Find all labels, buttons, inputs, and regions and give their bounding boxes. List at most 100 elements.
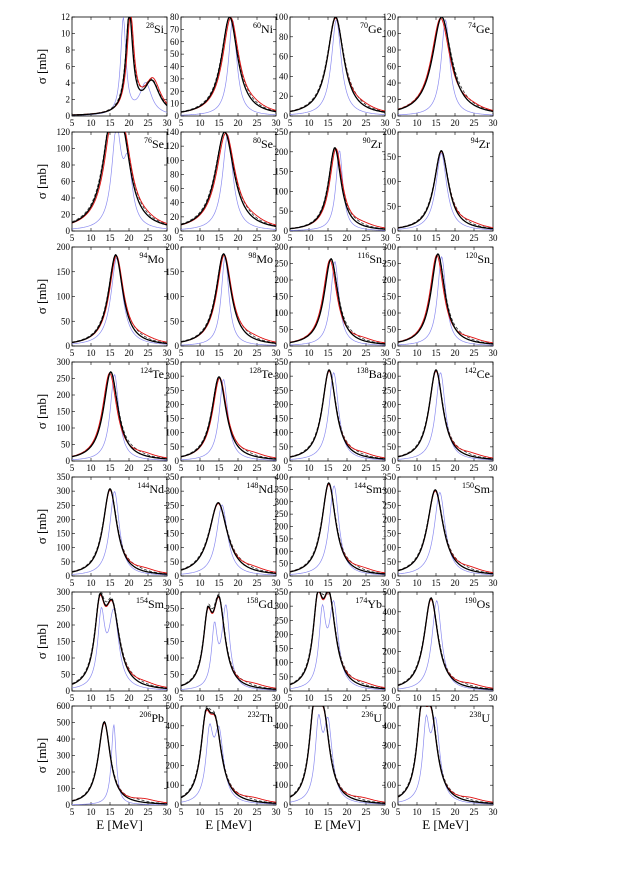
y-tick-label: 200: [383, 760, 397, 770]
y-tick-label: 300: [57, 587, 71, 597]
y-tick-label: 200: [383, 127, 397, 137]
y-tick-label: 40: [170, 62, 180, 72]
element-symbol: Mo: [147, 252, 164, 266]
element-symbol: Ba: [369, 367, 383, 381]
y-tick-label: 200: [166, 760, 180, 770]
plot-frame: [397, 591, 494, 692]
x-tick-label: 10: [305, 807, 315, 817]
y-tick-label: 50: [61, 316, 71, 326]
y-tick-label: 100: [383, 666, 397, 676]
series-red-line: [72, 132, 167, 224]
y-tick-label: 100: [57, 423, 71, 433]
y-tick-label: 350: [383, 472, 397, 482]
nucleus-label: 60Ni: [253, 21, 274, 36]
plot-frame: [397, 705, 494, 806]
x-tick-label: 15: [324, 233, 334, 243]
series-dashed-line: [72, 132, 167, 225]
x-tick-label: 20: [451, 233, 461, 243]
y-tick-label: 150: [166, 414, 180, 424]
x-tick-label: 20: [343, 807, 353, 817]
y-tick-label: 250: [275, 127, 289, 137]
mass-number: 94: [139, 251, 147, 260]
x-tick-label: 5: [288, 578, 293, 588]
x-tick-label: 30: [489, 118, 499, 128]
x-tick-label: 10: [196, 233, 206, 243]
element-symbol: Gd: [258, 597, 273, 611]
element-symbol: Os: [477, 597, 491, 611]
mass-number: 150: [462, 481, 474, 490]
y-tick-label: 20: [387, 95, 397, 105]
y-tick-label: 150: [383, 152, 397, 162]
y-tick-label: 100: [166, 780, 180, 790]
nucleus-label: 98Mo: [248, 251, 273, 266]
y-tick-label: 80: [387, 45, 397, 55]
y-tick-label: 300: [166, 371, 180, 381]
x-tick-label: 15: [324, 348, 334, 358]
x-tick-label: 25: [144, 578, 154, 588]
x-tick-label: 5: [70, 348, 75, 358]
series-black-line: [290, 17, 385, 113]
x-tick-label: 30: [163, 118, 173, 128]
x-tick-label: 25: [253, 578, 263, 588]
y-tick-label: 350: [166, 472, 180, 482]
y-tick-label: 250: [275, 385, 289, 395]
y-tick-label: 30: [170, 74, 180, 84]
series-dashed-line: [72, 592, 167, 689]
y-tick-label: 60: [170, 37, 180, 47]
y-tick-label: 0: [175, 571, 180, 581]
series-dashed-line: [181, 17, 276, 113]
series-group: [290, 17, 385, 115]
series-black-line: [72, 720, 167, 805]
series-group: [181, 253, 276, 346]
x-tick-label: 10: [305, 118, 315, 128]
mass-number: 138: [357, 366, 369, 375]
y-tick-label: 100: [383, 308, 397, 318]
element-symbol: Sm: [366, 482, 383, 496]
nucleus-label: 174Yb: [355, 596, 382, 611]
series-blue-line: [398, 713, 493, 805]
x-tick-label: 10: [305, 233, 315, 243]
element-symbol: Sm: [148, 597, 165, 611]
series-group: [181, 502, 276, 576]
series-dashed-line: [398, 597, 493, 690]
x-tick-label: 15: [215, 233, 225, 243]
y-tick-label: 200: [275, 399, 289, 409]
series-red-line: [72, 372, 167, 459]
x-tick-label: 30: [489, 807, 499, 817]
y-tick-label: 4: [66, 78, 71, 88]
y-tick-label: 100: [383, 543, 397, 553]
y-tick-label: 250: [383, 500, 397, 510]
series-black-line: [72, 254, 167, 345]
y-tick-label: 20: [61, 210, 71, 220]
y-tick-label: 300: [383, 371, 397, 381]
y-tick-label: 6: [66, 62, 71, 72]
y-tick-label: 50: [279, 442, 289, 452]
series-blue-line: [72, 606, 167, 691]
y-tick-label: 50: [387, 201, 397, 211]
series-black-line: [290, 369, 385, 460]
x-tick-label: 15: [432, 233, 442, 243]
series-group: [181, 132, 276, 230]
y-tick-label: 400: [275, 472, 289, 482]
y-tick-label: 200: [383, 514, 397, 524]
nucleus-label: 236U: [361, 710, 382, 725]
y-tick-label: 350: [275, 484, 289, 494]
x-tick-label: 20: [343, 693, 353, 703]
y-tick-label: 200: [166, 620, 180, 630]
x-tick-label: 10: [305, 578, 315, 588]
series-group: [72, 720, 167, 805]
series-blue-line: [181, 134, 276, 230]
x-tick-label: 30: [272, 118, 282, 128]
x-tick-label: 20: [451, 693, 461, 703]
series-group: [398, 253, 493, 346]
series-blue-line: [290, 261, 385, 346]
y-tick-label: 500: [275, 701, 289, 711]
y-tick-label: 0: [66, 456, 71, 466]
x-tick-label: 15: [106, 233, 116, 243]
series-group: [290, 706, 385, 805]
series-group: [290, 146, 385, 231]
y-tick-label: 400: [166, 721, 180, 731]
